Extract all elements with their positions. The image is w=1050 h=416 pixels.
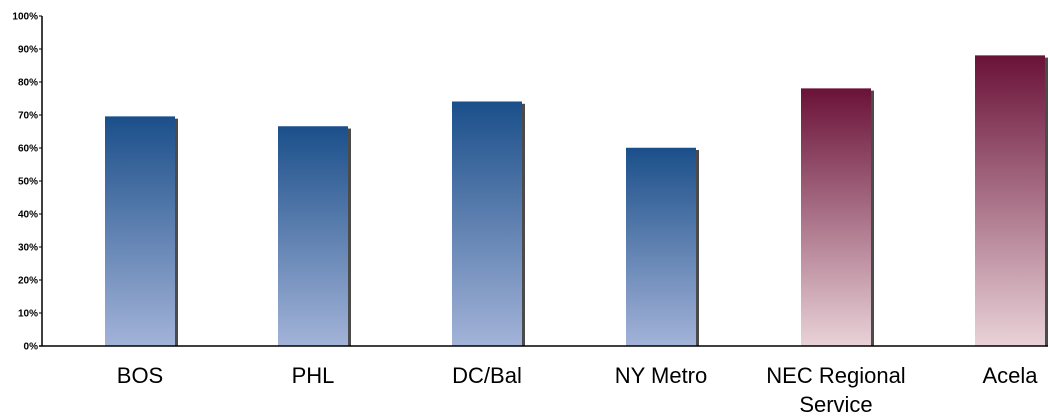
y-tick-label: 60% [18, 144, 38, 155]
bar [105, 116, 175, 347]
x-category-label-line: DC/Bal [452, 363, 522, 388]
bar [975, 55, 1045, 346]
y-tick-label: 90% [18, 45, 38, 56]
x-category-label-line: Acela [982, 363, 1038, 388]
bars [105, 55, 1048, 347]
x-category-label-line: BOS [117, 363, 163, 388]
y-tick-label: 80% [18, 78, 38, 89]
bar [801, 88, 871, 346]
x-category-label: PHL [292, 363, 335, 388]
bar [278, 126, 348, 346]
x-category-label: NY Metro [615, 363, 708, 388]
x-category-label: DC/Bal [452, 363, 522, 388]
y-tick-label: 30% [18, 243, 38, 254]
bar [626, 148, 696, 346]
y-tick-label: 40% [18, 210, 38, 221]
y-axis: 0% 10% 20% 30% 40% 50% 60% 70% 80% 90% 100% [12, 12, 43, 353]
x-axis-labels: BOS PHL DC/Bal NY Metro NEC Regional Service A… [117, 363, 1039, 416]
y-tick-label: 50% [18, 177, 38, 188]
y-tick-label: 20% [18, 276, 38, 287]
x-category-label-line: NEC Regional [766, 363, 905, 388]
y-tick-label: 70% [18, 111, 38, 122]
x-category-label: Acela [982, 363, 1038, 388]
x-category-label-line: Service [799, 392, 872, 416]
y-tick-label: 0% [24, 342, 39, 353]
y-tick-label: 10% [18, 309, 38, 320]
x-category-label: BOS [117, 363, 163, 388]
x-category-label: NEC Regional Service [766, 363, 905, 416]
x-category-label-line: NY Metro [615, 363, 708, 388]
x-category-label-line: PHL [292, 363, 335, 388]
bar [452, 101, 522, 346]
y-tick-label: 100% [12, 12, 38, 23]
